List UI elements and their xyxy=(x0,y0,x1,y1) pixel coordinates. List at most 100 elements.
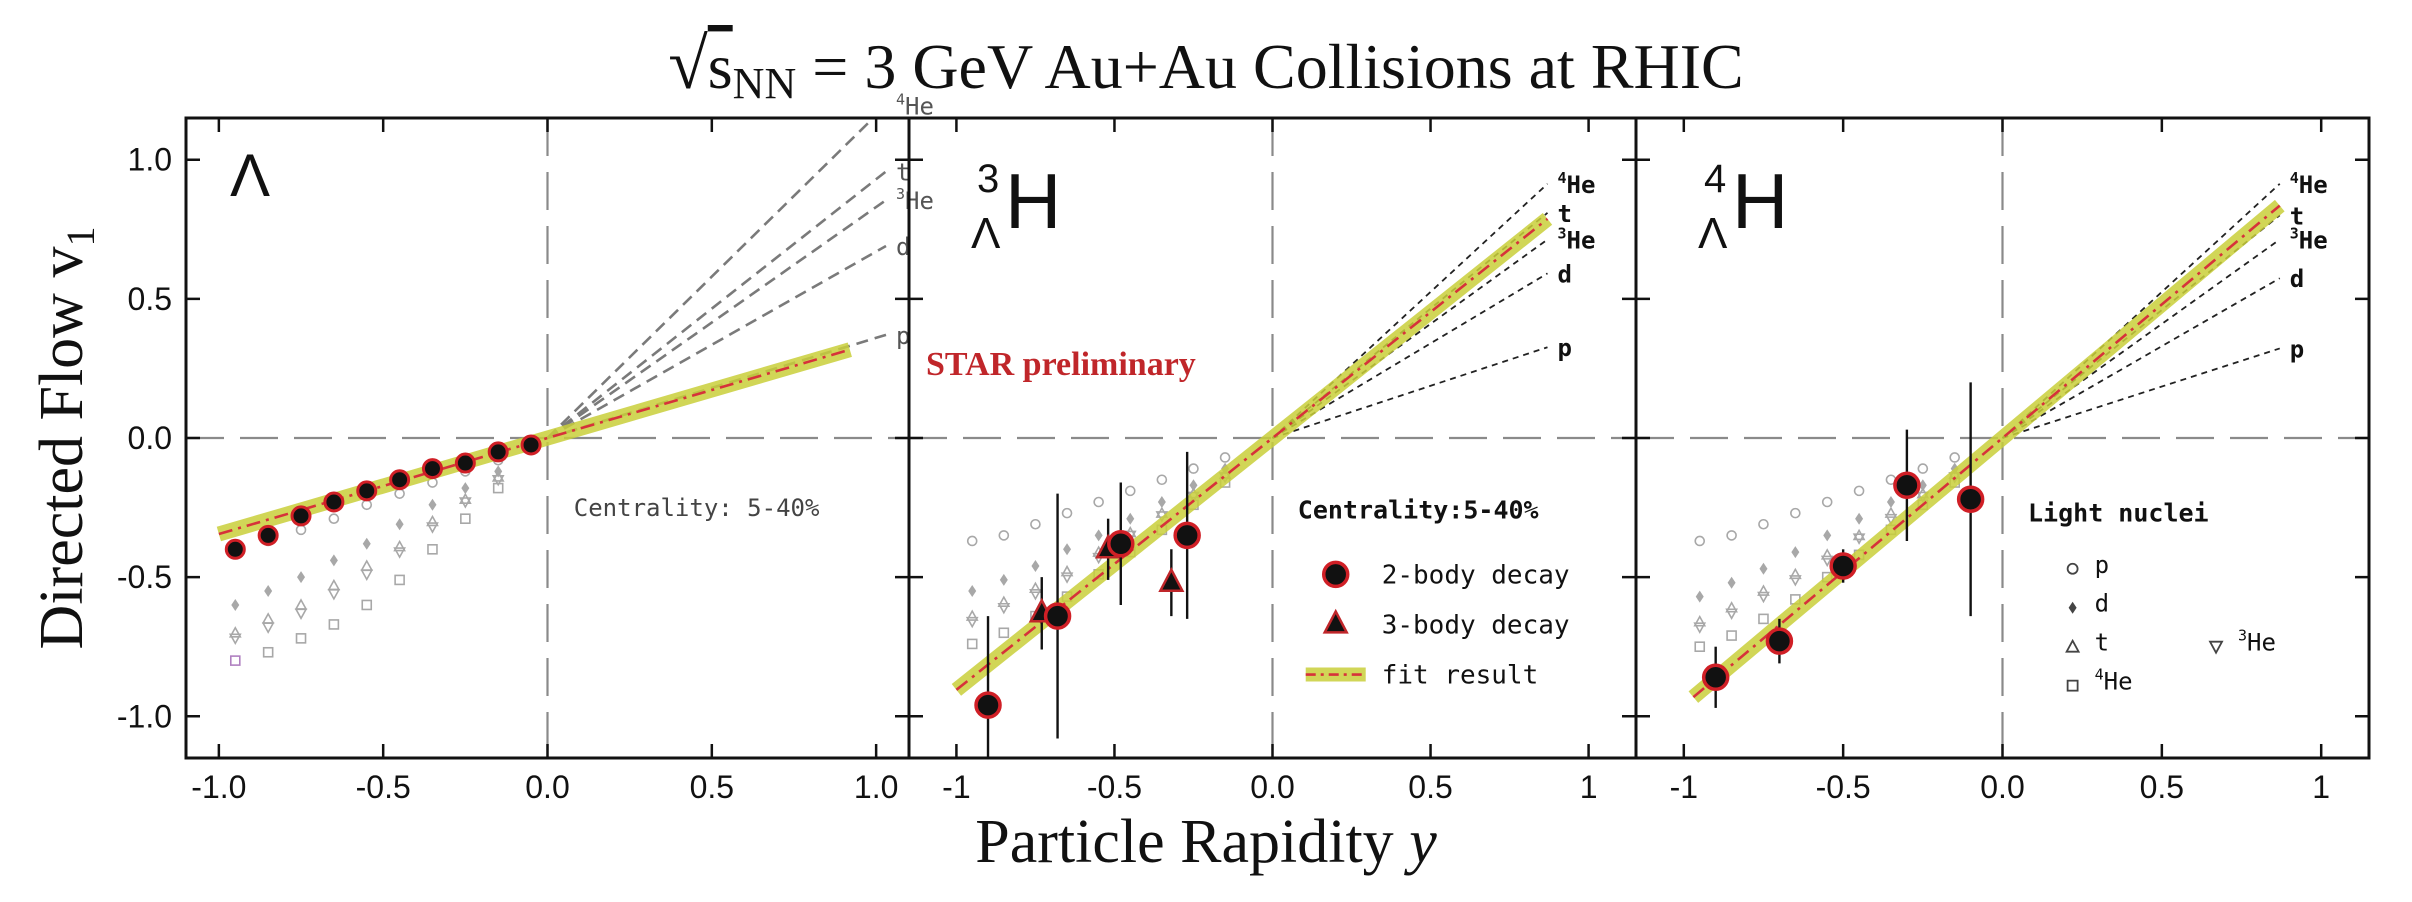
light-nuclei-p-point xyxy=(1726,530,1737,541)
reference-line-label: 3He xyxy=(896,185,934,215)
legend-label-text: t xyxy=(2095,629,2109,657)
light-nuclei-t-point xyxy=(1029,581,1042,594)
light-nuclei-he3-point xyxy=(458,497,472,509)
light-nuclei-t-point xyxy=(393,539,406,552)
light-nuclei-he3-point xyxy=(360,569,374,581)
x-tick-label: 0.0 xyxy=(1980,769,2024,805)
reference-line xyxy=(546,118,876,439)
light-nuclei-d-point xyxy=(1126,512,1135,525)
reference-line-label-text: d xyxy=(1557,260,1571,288)
reference-line-label: 3He xyxy=(2290,224,2328,254)
reference-line-label-text: d xyxy=(896,233,910,261)
legend-label-text: He xyxy=(2104,668,2133,696)
reference-line xyxy=(546,244,887,440)
light-nuclei-t-point xyxy=(1788,567,1802,580)
legend-label: 3-body decay xyxy=(1382,610,1570,640)
legend-circle-symbol xyxy=(1321,560,1350,589)
reference-line-label-text: He xyxy=(1567,226,1596,254)
light-nuclei-he4-point xyxy=(361,599,373,611)
light-nuclei-he4-point xyxy=(1758,613,1769,625)
centrality-note: Centrality: 5-40% xyxy=(574,494,820,522)
legend-t-symbol xyxy=(2065,638,2081,653)
x-tick-label: -0.5 xyxy=(1087,769,1142,805)
legend-title: Centrality:5-40% xyxy=(1298,496,1539,525)
two-body-point xyxy=(1829,552,1857,580)
light-nuclei-he3-point xyxy=(491,474,505,487)
reference-line-label-text: d xyxy=(2290,265,2304,293)
light-nuclei-t-point xyxy=(1693,615,1707,627)
legend-label: p xyxy=(2095,551,2109,579)
light-nuclei-p-point xyxy=(998,530,1010,541)
light-nuclei-he4-point xyxy=(1726,630,1737,641)
legend-label-sup: 3 xyxy=(2238,627,2247,645)
reference-line xyxy=(546,199,887,440)
plot-area xyxy=(909,118,1636,758)
x-tick-label: 0.0 xyxy=(1250,769,1294,805)
reference-line xyxy=(2002,347,2281,439)
light-nuclei-p-point xyxy=(1694,535,1706,547)
two-body-point xyxy=(421,458,443,480)
reference-line-label-text: He xyxy=(2299,226,2328,254)
x-tick-label: 1.0 xyxy=(854,769,898,805)
two-body-point xyxy=(323,491,345,513)
preliminary-label: STAR preliminary xyxy=(926,346,1196,383)
light-nuclei-he3-point xyxy=(1852,533,1866,545)
reference-line-label-sup: 4 xyxy=(2290,169,2299,187)
reference-line-label-sup: 3 xyxy=(2290,224,2299,242)
y-tick-label: -0.5 xyxy=(117,559,172,595)
light-nuclei-he3-point xyxy=(1820,555,1834,568)
light-nuclei-he4-point xyxy=(394,574,405,586)
light-nuclei-p-point xyxy=(1188,463,1199,474)
x-tick-label: -0.5 xyxy=(1816,769,1871,805)
light-nuclei-he3-point xyxy=(1029,589,1042,601)
light-nuclei-p-point xyxy=(1124,485,1136,497)
x-tick-label: 1 xyxy=(2312,769,2330,805)
light-nuclei-p-point xyxy=(1790,507,1801,519)
light-nuclei-he3-point xyxy=(261,622,275,634)
reference-line-label-text: p xyxy=(1557,334,1571,362)
light-nuclei-he3-point xyxy=(327,589,341,601)
legend-label: d xyxy=(2095,590,2109,618)
light-nuclei-he3-point xyxy=(965,616,979,629)
light-nuclei-he4-point xyxy=(460,513,471,524)
light-nuclei-d-point xyxy=(231,598,240,611)
light-nuclei-t-point xyxy=(228,626,242,638)
two-body-point xyxy=(1043,602,1072,630)
reference-line-label-text: p xyxy=(2290,335,2304,363)
reference-line xyxy=(2001,183,2281,439)
reference-line-label: d xyxy=(1557,260,1571,288)
light-nuclei-he4-point xyxy=(1694,641,1706,652)
two-body-point xyxy=(1893,471,1921,500)
x-tick-label: 0.0 xyxy=(525,769,569,805)
fit-line xyxy=(1692,204,2281,699)
x-tick-label: -1.0 xyxy=(191,769,246,805)
reference-line-label-sup: 4 xyxy=(1557,169,1566,187)
light-nuclei-d-point xyxy=(1094,529,1103,542)
light-nuclei-he3-point xyxy=(294,608,308,620)
light-nuclei-p-point xyxy=(1917,463,1929,474)
x-tick-label: 0.5 xyxy=(690,769,734,805)
light-nuclei-t-point xyxy=(1725,601,1738,613)
y-tick-label: -1.0 xyxy=(117,698,172,734)
legend-d-symbol xyxy=(2068,601,2077,614)
light-nuclei-t-point xyxy=(327,578,341,591)
legend-label-text: d xyxy=(2095,590,2109,618)
reference-line-label-sup: 4 xyxy=(896,91,905,109)
light-nuclei-t-point xyxy=(1757,584,1770,596)
light-nuclei-he3-point xyxy=(1788,575,1802,587)
light-nuclei-d-point xyxy=(461,482,470,495)
light-nuclei-p-point xyxy=(966,535,978,547)
legend-he3-symbol xyxy=(2208,640,2224,655)
y-axis-label: Directed Flow v1 xyxy=(28,227,103,650)
reference-line xyxy=(1272,346,1548,439)
light-nuclei-p-point xyxy=(1821,496,1833,508)
light-nuclei-t-point xyxy=(1060,564,1074,577)
two-body-point xyxy=(520,434,542,456)
light-nuclei-p-point xyxy=(1853,485,1865,497)
light-nuclei-t-point xyxy=(1820,548,1834,560)
reference-line xyxy=(1272,272,1548,439)
reference-line-label: p xyxy=(2290,335,2304,363)
light-nuclei-d-point xyxy=(1791,546,1800,559)
reference-line xyxy=(546,170,887,440)
reference-line-label: t xyxy=(1557,200,1571,228)
